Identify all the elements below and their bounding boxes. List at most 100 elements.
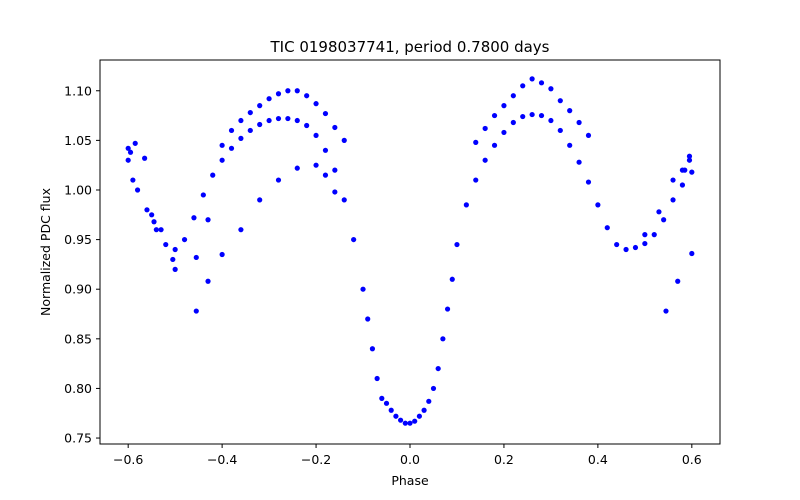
data-point	[398, 417, 404, 423]
data-point	[285, 115, 291, 122]
data-point	[444, 306, 451, 312]
y-axis-label: Normalized PDC flux	[38, 188, 53, 316]
data-point	[332, 167, 338, 173]
data-point	[604, 225, 610, 231]
data-point	[257, 103, 263, 109]
data-point	[172, 266, 178, 272]
data-points	[125, 76, 695, 426]
data-point	[313, 162, 319, 168]
plot-frame	[99, 59, 721, 445]
data-point	[205, 217, 211, 223]
data-point	[656, 209, 662, 215]
data-point	[332, 124, 338, 131]
data-point	[142, 155, 148, 161]
x-axis: −0.6 −0.4 −0.2 0.0 0.2 0.4 0.6	[113, 444, 702, 467]
data-point	[412, 418, 418, 424]
y-tick-label: 1.05	[64, 133, 92, 148]
data-point	[181, 236, 188, 243]
data-point	[510, 119, 516, 126]
x-tick-label: −0.6	[113, 452, 143, 467]
data-point	[238, 227, 244, 233]
data-point	[567, 142, 573, 148]
data-point	[557, 98, 563, 104]
data-point	[200, 192, 206, 198]
data-point	[548, 117, 554, 124]
data-point	[576, 159, 582, 165]
data-point	[219, 157, 225, 163]
y-tick-label: 0.90	[64, 282, 92, 297]
data-point	[294, 88, 300, 94]
data-point	[557, 127, 563, 134]
y-tick-label: 1.00	[64, 182, 92, 197]
data-point	[426, 398, 432, 404]
data-point	[416, 413, 422, 419]
data-point	[360, 286, 366, 292]
data-point	[219, 142, 225, 148]
x-tick-label: 0.6	[682, 452, 702, 467]
data-point	[153, 227, 159, 233]
x-tick-label: 0.4	[588, 452, 608, 467]
data-point	[670, 177, 676, 183]
data-point	[374, 375, 380, 382]
data-point	[247, 109, 253, 116]
x-axis-label: Phase	[391, 473, 429, 488]
data-point	[686, 153, 693, 159]
y-tick-label: 0.85	[64, 331, 92, 346]
data-point	[482, 125, 488, 132]
x-tick-label: −0.2	[301, 452, 331, 467]
data-point	[567, 108, 573, 114]
data-point	[482, 157, 488, 163]
data-point	[686, 157, 693, 163]
data-point	[449, 276, 455, 282]
data-point	[125, 145, 131, 151]
data-point	[473, 139, 479, 145]
data-point	[383, 400, 390, 406]
data-point	[689, 250, 695, 257]
data-point	[134, 187, 141, 193]
data-point	[205, 278, 211, 284]
data-point	[149, 212, 155, 218]
data-point	[125, 157, 131, 163]
data-point	[576, 119, 582, 126]
data-point	[585, 132, 592, 139]
data-point	[491, 142, 498, 148]
x-tick-label: 0.0	[400, 452, 420, 467]
x-tick-label: −0.4	[207, 452, 237, 467]
data-point	[130, 177, 136, 183]
data-point	[538, 80, 545, 86]
data-point	[369, 346, 376, 352]
data-point	[351, 236, 357, 243]
data-point	[275, 91, 282, 97]
data-point	[322, 147, 329, 153]
data-point	[538, 112, 545, 119]
data-point	[151, 219, 157, 225]
y-tick-label: 0.75	[64, 431, 92, 446]
data-point	[275, 177, 282, 183]
data-point	[219, 251, 225, 258]
data-point	[548, 86, 554, 92]
data-point	[520, 83, 526, 89]
data-point	[322, 172, 329, 178]
data-point	[388, 407, 394, 413]
data-point	[520, 113, 526, 120]
data-point	[675, 278, 681, 284]
data-point	[454, 241, 460, 248]
data-point	[585, 179, 592, 185]
data-point	[632, 244, 639, 251]
data-point	[257, 197, 263, 203]
data-point	[529, 111, 535, 118]
data-point	[679, 182, 686, 188]
data-point	[501, 129, 507, 136]
data-point	[473, 177, 479, 183]
y-tick-label: 0.95	[64, 232, 92, 247]
chart-title: TIC 0198037741, period 0.7800 days	[269, 38, 549, 56]
data-point	[322, 110, 329, 117]
data-point	[670, 197, 676, 203]
data-point	[266, 96, 272, 102]
data-point	[304, 93, 310, 99]
data-point	[285, 88, 291, 94]
data-point	[228, 145, 235, 151]
data-point	[642, 240, 648, 247]
data-point	[614, 241, 620, 248]
data-point	[247, 127, 253, 134]
